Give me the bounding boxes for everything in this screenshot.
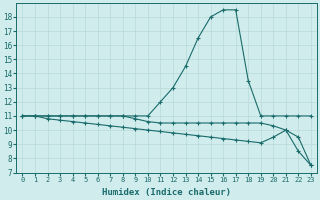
X-axis label: Humidex (Indice chaleur): Humidex (Indice chaleur)	[102, 188, 231, 197]
